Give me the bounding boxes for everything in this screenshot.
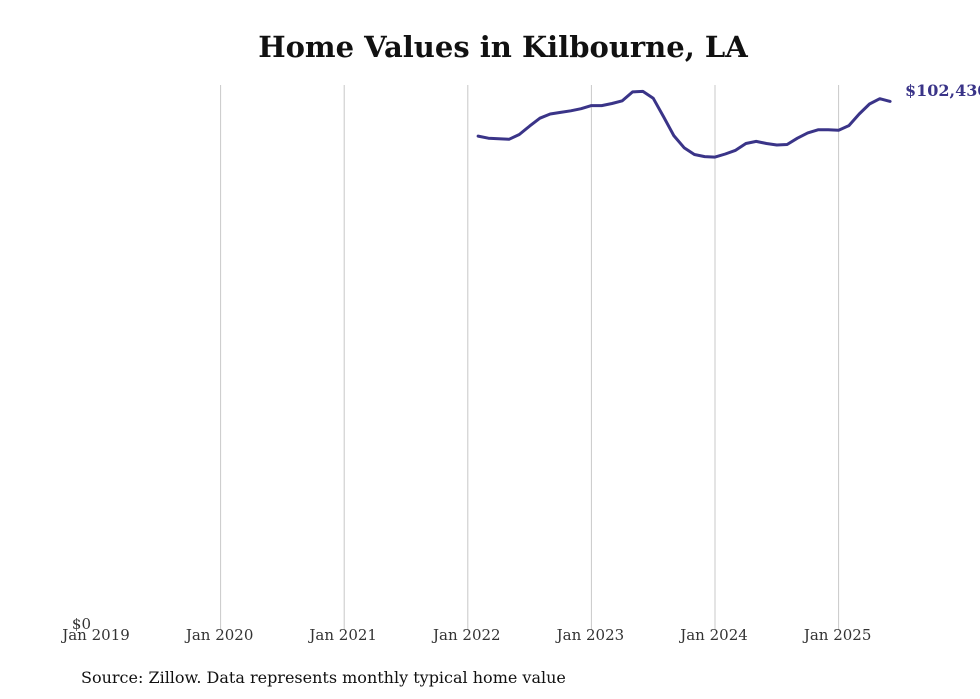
x-tick-label: Jan 2019 xyxy=(60,626,130,644)
y-tick-label: $0 xyxy=(72,615,91,633)
end-value-label: $102,430 xyxy=(905,81,980,100)
x-tick-label: Jan 2021 xyxy=(307,626,377,644)
labels-layer: $0 $102,430 xyxy=(72,81,980,633)
chart-title: Home Values in Kilbourne, LA xyxy=(258,30,748,64)
x-tick-label: Jan 2022 xyxy=(431,626,501,644)
grid-lines xyxy=(220,85,840,630)
x-tick-label: Jan 2025 xyxy=(802,626,872,644)
source-note: Source: Zillow. Data represents monthly … xyxy=(81,668,566,687)
x-tick-label: Jan 2024 xyxy=(678,626,748,644)
x-tick-label: Jan 2023 xyxy=(555,626,625,644)
series-line xyxy=(476,89,892,159)
x-tick-label: Jan 2020 xyxy=(184,626,254,644)
x-axis-ticks: Jan 2019 Jan 2020 Jan 2021 Jan 2022 Jan 2023… xyxy=(60,626,871,644)
series-layer xyxy=(476,89,892,159)
